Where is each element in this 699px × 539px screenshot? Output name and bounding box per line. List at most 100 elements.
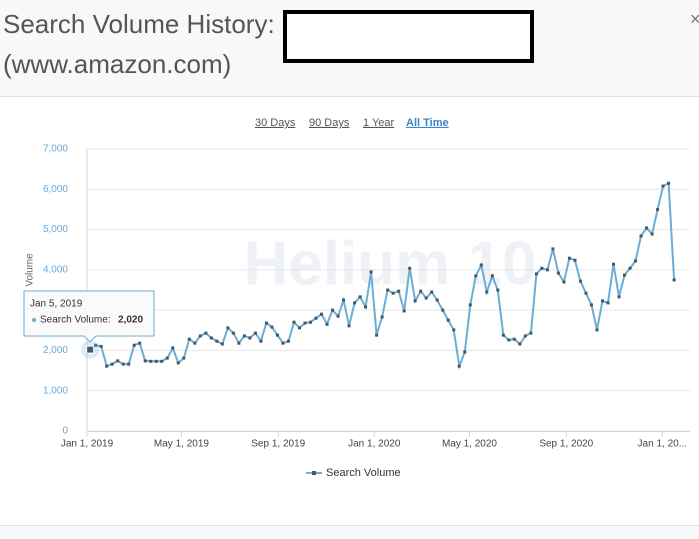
point-marker [237, 341, 241, 345]
point-marker [176, 361, 180, 365]
point-marker [143, 359, 147, 363]
point-marker [551, 247, 555, 251]
x-tick-label: Jan 1, 20... [638, 439, 687, 450]
point-marker [110, 362, 114, 366]
point-marker [408, 266, 412, 270]
point-marker [507, 338, 511, 342]
point-marker [309, 320, 313, 324]
point-marker [336, 314, 340, 318]
y-tick-label: 6,000 [43, 184, 68, 195]
point-marker [193, 341, 197, 345]
point-marker [518, 342, 522, 346]
point-marker [490, 274, 494, 278]
point-marker [226, 326, 230, 330]
point-marker [540, 266, 544, 270]
y-axis-title: Volume [25, 253, 36, 287]
point-marker [584, 291, 588, 295]
point-marker [132, 343, 136, 347]
point-marker [606, 301, 610, 305]
y-tick-label: 4,000 [43, 264, 68, 275]
point-marker [325, 322, 329, 326]
point-marker [600, 299, 604, 303]
tooltip-dot [32, 318, 36, 322]
point-marker [573, 258, 577, 262]
point-marker [127, 362, 131, 366]
y-tick-label: 0 [62, 426, 68, 437]
point-marker [215, 339, 219, 343]
header-subtitle: (www.amazon.com) [3, 49, 231, 79]
legend-label[interactable]: Search Volume [326, 467, 401, 479]
point-marker [424, 296, 428, 300]
point-marker [160, 359, 164, 363]
point-marker [556, 271, 560, 275]
point-marker [121, 362, 125, 366]
point-marker [253, 331, 257, 335]
point-marker [617, 295, 621, 299]
point-marker [452, 328, 456, 332]
point-marker [331, 308, 335, 312]
point-marker [485, 290, 489, 294]
point-marker [149, 359, 153, 363]
point-marker [99, 344, 103, 348]
point-marker [353, 301, 357, 305]
point-marker [650, 232, 654, 236]
point-marker [259, 339, 263, 343]
x-tick-label: May 1, 2019 [154, 439, 209, 450]
plot: Helium 1001,0002,0003,0004,0005,0006,000… [23, 144, 690, 479]
point-marker [656, 207, 660, 211]
watermark: Helium 10 [244, 229, 537, 298]
point-marker [242, 334, 246, 338]
point-marker [501, 333, 505, 337]
point-marker [634, 259, 638, 263]
range-button[interactable]: All Time [406, 117, 449, 129]
point-marker [342, 298, 346, 302]
legend-marker[interactable] [312, 471, 316, 475]
point-marker [578, 279, 582, 283]
point-marker [661, 184, 665, 188]
point-marker [391, 291, 395, 295]
point-marker [589, 303, 593, 307]
point-marker [297, 326, 301, 330]
point-marker [171, 346, 175, 350]
point-marker [182, 356, 186, 360]
point-marker [512, 337, 516, 341]
x-tick-label: Jan 1, 2019 [61, 439, 114, 450]
header-title: Search Volume History: [3, 9, 275, 39]
y-tick-label: 2,000 [43, 345, 68, 356]
point-marker [270, 325, 274, 329]
point-marker [545, 268, 549, 272]
point-marker [248, 336, 252, 340]
point-marker [292, 320, 296, 324]
tooltip-date: Jan 5, 2019 [30, 299, 83, 310]
point-marker [523, 334, 527, 338]
point-marker [209, 336, 213, 340]
point-marker [165, 356, 169, 360]
point-marker [275, 333, 279, 337]
point-marker [672, 278, 676, 282]
point-marker [441, 308, 445, 312]
point-marker [435, 298, 439, 302]
point-marker [463, 350, 467, 354]
point-marker [320, 312, 324, 316]
point-marker [567, 256, 571, 260]
y-tick-label: 1,000 [43, 385, 68, 396]
tooltip-box [23, 290, 155, 343]
range-button[interactable]: 30 Days [255, 117, 296, 129]
point-marker [628, 266, 632, 270]
point-marker [220, 342, 224, 346]
point-marker [562, 280, 566, 284]
point-marker [105, 364, 109, 368]
range-button[interactable]: 90 Days [309, 117, 350, 129]
hover-marker [86, 345, 95, 354]
point-marker [380, 315, 384, 319]
point-marker [303, 321, 307, 325]
point-marker [639, 234, 643, 238]
point-marker [667, 181, 671, 185]
x-tick-label: May 1, 2020 [442, 439, 497, 450]
point-marker [529, 331, 533, 335]
range-button[interactable]: 1 Year [363, 117, 395, 129]
point-marker [314, 316, 318, 320]
close-icon[interactable]: × [690, 9, 699, 29]
point-marker [534, 272, 538, 276]
